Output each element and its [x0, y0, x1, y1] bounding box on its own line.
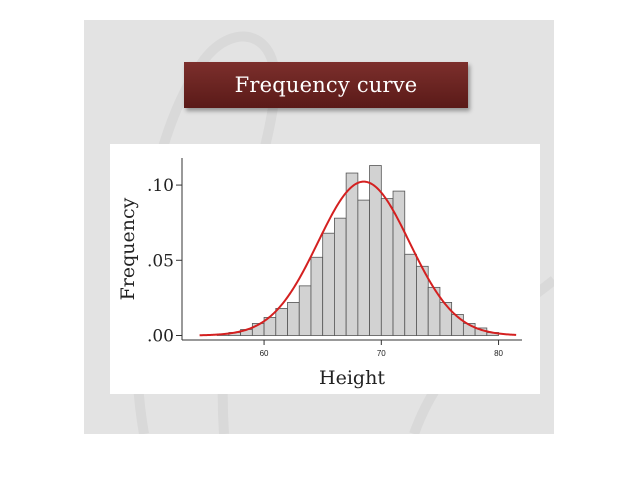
histogram-bar: [357, 199, 370, 336]
histogram-bar: [345, 172, 359, 336]
histogram-bar: [404, 253, 417, 336]
slide-title: Frequency curve: [184, 62, 468, 108]
histogram-bar: [310, 256, 324, 336]
histogram-bar: [380, 198, 394, 336]
x-axis-ticks: 60 70 80: [260, 340, 504, 358]
y-tick-label: .05: [147, 251, 174, 271]
y-axis-ticks: .00 .05 .10: [147, 176, 182, 346]
x-tick-label: 80: [494, 349, 503, 358]
chart-panel: .00 .05 .10 60 70 80 Frequency Height: [110, 144, 540, 394]
histogram-bars: [216, 165, 499, 336]
histogram-bar: [287, 301, 300, 336]
histogram-bar: [334, 217, 347, 336]
y-tick-label: .10: [147, 176, 174, 196]
x-tick-label: 70: [377, 349, 386, 358]
y-axis-label: Frequency: [117, 197, 139, 300]
x-axis-label: Height: [319, 367, 385, 389]
histogram-chart: .00 .05 .10 60 70 80 Frequency Height: [117, 158, 522, 389]
x-tick-label: 60: [260, 349, 269, 358]
histogram-bar: [275, 308, 288, 336]
slide: Frequency curve .00 .05 .10 60 70 80 Frequen…: [84, 20, 554, 434]
histogram-bar: [439, 301, 453, 336]
histogram-bar: [298, 285, 312, 336]
frequency-curve: [199, 180, 517, 337]
y-tick-label: .00: [147, 326, 174, 346]
histogram-bar: [322, 232, 335, 336]
